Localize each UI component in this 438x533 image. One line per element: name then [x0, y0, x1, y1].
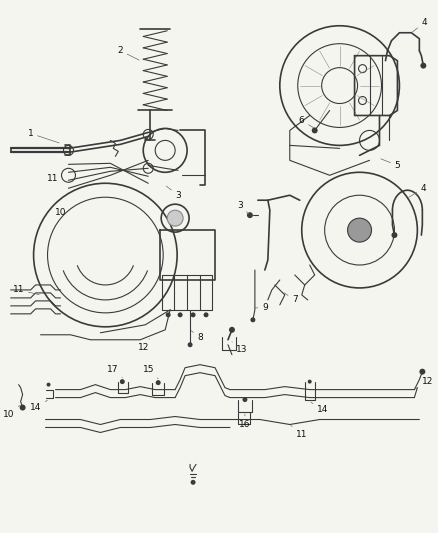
Text: 11: 11 — [291, 425, 307, 439]
Circle shape — [204, 312, 208, 317]
Circle shape — [155, 380, 161, 385]
Text: 1: 1 — [28, 129, 59, 143]
Circle shape — [242, 397, 247, 402]
Text: 11: 11 — [47, 174, 58, 183]
Text: 4: 4 — [413, 18, 427, 32]
Text: 4: 4 — [409, 184, 426, 198]
Circle shape — [348, 218, 371, 242]
Text: 10: 10 — [55, 208, 66, 217]
Circle shape — [251, 317, 255, 322]
Circle shape — [191, 480, 196, 485]
Text: 5: 5 — [381, 159, 400, 170]
Text: 2: 2 — [117, 46, 139, 60]
Circle shape — [46, 383, 50, 386]
Text: 16: 16 — [239, 414, 251, 429]
Text: 9: 9 — [254, 303, 268, 312]
Circle shape — [20, 405, 25, 410]
Circle shape — [312, 127, 318, 133]
Text: 14: 14 — [311, 402, 328, 414]
Circle shape — [308, 379, 312, 384]
Text: 12: 12 — [138, 339, 149, 352]
Circle shape — [167, 210, 183, 226]
Circle shape — [178, 312, 183, 317]
Text: 7: 7 — [284, 293, 298, 304]
Text: 17: 17 — [106, 365, 122, 378]
Circle shape — [420, 63, 426, 69]
Circle shape — [191, 312, 196, 317]
Circle shape — [419, 369, 425, 375]
Text: 15: 15 — [142, 365, 158, 378]
Text: 13: 13 — [232, 342, 247, 354]
Text: 3: 3 — [166, 186, 181, 200]
Circle shape — [392, 232, 397, 238]
Text: 11: 11 — [13, 286, 39, 295]
Text: 8: 8 — [191, 330, 203, 342]
Text: 12: 12 — [416, 377, 433, 389]
Circle shape — [229, 327, 235, 333]
Circle shape — [187, 342, 193, 347]
Text: 6: 6 — [299, 116, 314, 128]
Text: 14: 14 — [30, 400, 47, 412]
Circle shape — [166, 312, 171, 317]
Text: 10: 10 — [3, 406, 20, 419]
Circle shape — [247, 212, 253, 218]
Circle shape — [120, 379, 125, 384]
Text: 3: 3 — [237, 201, 249, 214]
